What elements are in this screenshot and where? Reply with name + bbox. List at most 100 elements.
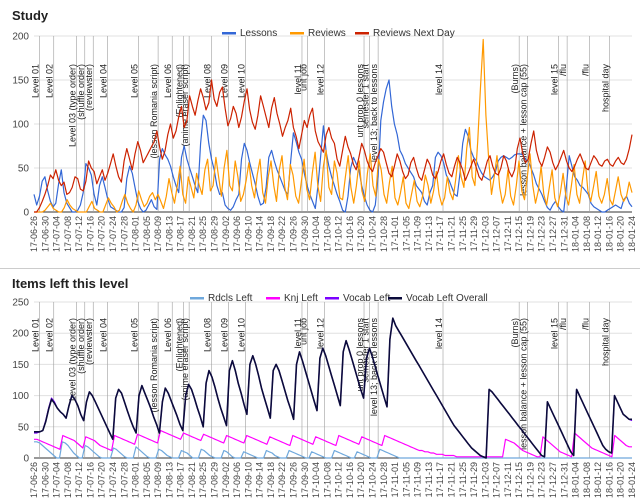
annotation-label: level 14 bbox=[434, 64, 444, 95]
annotation-label: /flu bbox=[581, 64, 591, 76]
annotation-label: (Enlightened) bbox=[175, 318, 185, 372]
x-tick-label: 17-11-17 bbox=[435, 216, 445, 251]
x-tick-label: 18-01-24 bbox=[627, 462, 637, 498]
x-tick-label: 17-09-18 bbox=[266, 216, 276, 252]
series-line-lessons bbox=[33, 79, 633, 213]
x-tick-label: 17-08-29 bbox=[210, 216, 220, 252]
legend-label: Vocab Left bbox=[343, 293, 390, 304]
x-tick-label: 17-09-02 bbox=[221, 216, 231, 252]
legend-label: Rdcls Left bbox=[208, 293, 253, 304]
x-tick-label: 17-07-16 bbox=[85, 216, 95, 252]
x-tick-label: 17-09-02 bbox=[221, 462, 231, 498]
x-tick-label: 17-09-30 bbox=[300, 462, 310, 498]
x-tick-label: 18-01-20 bbox=[616, 462, 626, 498]
x-tick-label: 17-08-21 bbox=[187, 216, 197, 252]
x-tick-label: 17-12-19 bbox=[525, 216, 535, 252]
x-tick-label: 17-07-28 bbox=[119, 216, 129, 252]
x-tick-label: 17-12-11 bbox=[503, 462, 513, 497]
x-tick-label: 17-07-20 bbox=[97, 216, 107, 252]
x-tick-label: 17-11-05 bbox=[401, 462, 411, 497]
x-tick-label: 17-09-22 bbox=[277, 216, 287, 252]
x-tick-label: 17-10-16 bbox=[345, 462, 355, 498]
annotation-label: Level 09 bbox=[220, 318, 230, 352]
annotation-label: Level 06 bbox=[163, 64, 173, 98]
annotation-label: Level 01 bbox=[31, 318, 41, 352]
y-tick-label: 150 bbox=[12, 76, 29, 87]
x-tick-label: 17-11-29 bbox=[469, 216, 479, 251]
x-tick-label: 17-12-27 bbox=[548, 216, 558, 252]
x-tick-label: 17-11-29 bbox=[469, 462, 479, 497]
x-tick-label: 17-09-26 bbox=[289, 462, 299, 498]
annotation-label: Level 01 bbox=[31, 64, 41, 98]
x-tick-label: 17-07-12 bbox=[74, 462, 84, 498]
x-tick-label: 17-08-21 bbox=[187, 462, 197, 498]
chart-title-study: Study bbox=[12, 8, 49, 23]
x-tick-label: 17-06-26 bbox=[29, 216, 39, 252]
x-tick-label: 17-10-20 bbox=[356, 216, 366, 252]
x-tick-label: 17-12-07 bbox=[492, 462, 502, 498]
x-tick-label: 17-07-08 bbox=[63, 462, 73, 498]
legend-label: Reviews bbox=[308, 28, 346, 39]
annotation-label: level 14 bbox=[434, 318, 444, 349]
legend-swatch bbox=[222, 32, 236, 35]
x-tick-label: 17-09-06 bbox=[232, 462, 242, 498]
x-tick-label: 17-07-04 bbox=[52, 462, 62, 498]
annotation-label: Level 05 bbox=[129, 318, 139, 352]
annotation-label: (shuffle order) bbox=[76, 64, 86, 120]
x-tick-label: 17-09-26 bbox=[289, 216, 299, 252]
x-tick-label: 17-08-09 bbox=[153, 216, 163, 252]
x-tick-label: 17-10-08 bbox=[322, 216, 332, 252]
x-tick-label: 17-08-05 bbox=[142, 462, 152, 498]
x-tick-label: 18-01-12 bbox=[593, 216, 603, 252]
x-tick-label: 17-10-16 bbox=[345, 216, 355, 252]
annotation-label: (anime eraser script) bbox=[180, 318, 190, 401]
annotation-label: level 12 bbox=[316, 318, 326, 349]
legend-swatch bbox=[355, 32, 369, 35]
x-tick-label: 17-11-01 bbox=[390, 216, 400, 251]
x-tick-label: 17-11-25 bbox=[458, 462, 468, 497]
y-tick-label: 0 bbox=[23, 454, 29, 465]
x-tick-label: 18-01-20 bbox=[616, 216, 626, 252]
series-line-rdcls-left bbox=[34, 441, 632, 459]
legend-label: Vocab Left Overall bbox=[406, 293, 488, 304]
x-tick-label: 17-12-03 bbox=[480, 462, 490, 498]
x-tick-label: 18-01-08 bbox=[582, 462, 592, 498]
y-tick-label: 200 bbox=[12, 329, 29, 340]
y-tick-label: 50 bbox=[18, 164, 30, 175]
legend-swatch bbox=[190, 297, 204, 300]
annotation-label: (Burns) bbox=[510, 64, 520, 94]
x-tick-label: 17-12-31 bbox=[559, 462, 569, 498]
x-tick-label: 17-06-30 bbox=[40, 462, 50, 498]
y-tick-label: 100 bbox=[12, 120, 29, 131]
x-tick-label: 17-10-24 bbox=[367, 462, 377, 498]
x-tick-label: 17-08-01 bbox=[131, 216, 141, 252]
legend-label: Reviews Next Day bbox=[373, 28, 455, 39]
x-tick-label: 17-07-20 bbox=[97, 462, 107, 498]
x-tick-label: 17-08-01 bbox=[131, 462, 141, 498]
annotation-label: Level 05 bbox=[129, 64, 139, 98]
x-tick-label: 17-10-04 bbox=[311, 216, 321, 252]
x-tick-label: 17-12-31 bbox=[559, 216, 569, 252]
annotation-label: hospital day bbox=[600, 318, 610, 367]
x-tick-label: 17-09-22 bbox=[277, 462, 287, 498]
series-line-vocab-left-overall bbox=[34, 317, 632, 459]
x-tick-label: 17-08-17 bbox=[176, 216, 186, 252]
annotation-label: Level 10 bbox=[237, 64, 247, 98]
x-tick-label: 18-01-24 bbox=[627, 216, 637, 252]
x-tick-label: 17-08-29 bbox=[210, 462, 220, 498]
x-tick-label: 17-12-27 bbox=[548, 462, 558, 498]
annotation-label: Level 03 (type order) bbox=[67, 64, 77, 147]
legend-swatch bbox=[325, 297, 339, 300]
x-tick-label: 17-08-25 bbox=[198, 216, 208, 252]
x-tick-label: 17-11-09 bbox=[413, 216, 423, 251]
annotation-label: unt prop 0 lessons bbox=[355, 64, 365, 138]
x-tick-label: 17-12-19 bbox=[525, 462, 535, 498]
x-tick-label: 17-12-03 bbox=[480, 216, 490, 252]
x-tick-label: 17-09-10 bbox=[243, 216, 253, 252]
y-tick-label: 100 bbox=[12, 391, 29, 402]
y-tick-label: 200 bbox=[12, 32, 29, 43]
annotation-label: level 15 bbox=[550, 64, 560, 95]
annotation-label: Level 02 bbox=[45, 318, 55, 352]
